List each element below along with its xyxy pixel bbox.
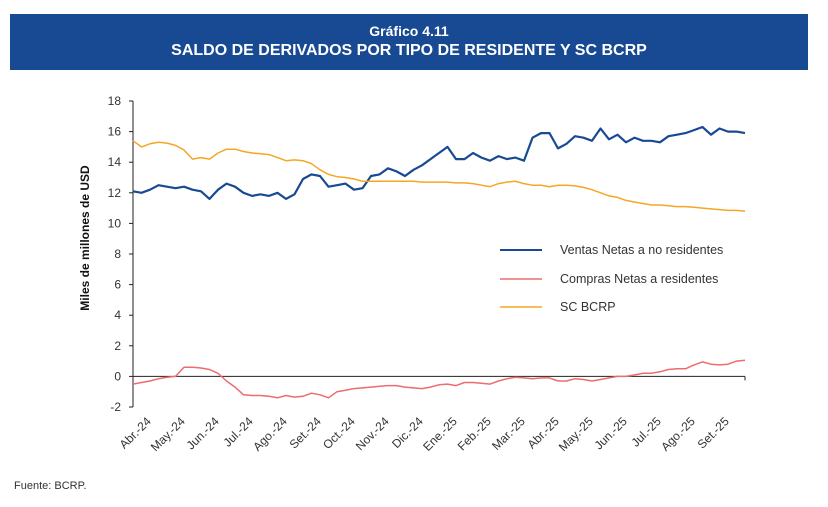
series-line-3 <box>132 140 746 212</box>
x-tick-label: Mar.-25 <box>489 414 528 453</box>
x-tick-label: Ago.-25 <box>658 414 698 454</box>
y-tick-label: 18 <box>108 94 122 108</box>
y-tick-label: 10 <box>108 216 122 230</box>
x-tick-label: Ago.-24 <box>250 414 290 454</box>
legend-label: Ventas Netas a no residentes <box>560 243 723 257</box>
y-tick-label: 12 <box>108 186 122 200</box>
x-tick-label: May.-24 <box>148 414 188 454</box>
y-tick-label: 6 <box>114 278 121 292</box>
chart-number: Gráfico 4.11 <box>369 23 449 39</box>
x-axis: Abr.-24May.-24Jun.-24Jul.-24Ago.-24Set.-… <box>117 375 746 454</box>
legend-label: SC BCRP <box>560 300 616 314</box>
x-tick-label: Jun.-24 <box>184 414 222 452</box>
chart-header: Gráfico 4.11 SALDO DE DERIVADOS POR TIPO… <box>10 14 808 70</box>
y-axis-label: Miles de millones de USD <box>78 165 92 311</box>
x-tick-label: Jun.-25 <box>592 414 630 452</box>
series-lines <box>132 125 746 399</box>
x-tick-label: Ene.-25 <box>420 414 460 454</box>
legend-label: Compras Netas a residentes <box>560 272 718 286</box>
y-tick-label: 14 <box>108 155 122 169</box>
source-note: Fuente: BCRP. <box>14 480 87 492</box>
y-tick-label: 8 <box>114 247 121 261</box>
x-tick-label: Set.-24 <box>287 414 324 451</box>
x-tick-label: Set.-25 <box>695 414 732 451</box>
chart-title: SALDO DE DERIVADOS POR TIPO DE RESIDENTE… <box>171 42 647 59</box>
x-tick-label: Nov.-24 <box>353 414 392 453</box>
y-axis: -2 0 2 4 6 8 10 12 14 16 18 <box>108 94 134 414</box>
x-tick-label: Feb.-25 <box>455 414 494 453</box>
x-tick-label: May.-25 <box>556 414 596 454</box>
y-tick-label: 2 <box>114 339 121 353</box>
series-line-2 <box>132 359 746 399</box>
y-tick-label: 16 <box>108 125 122 139</box>
series-line-1 <box>132 125 746 200</box>
y-tick-label: 0 <box>114 369 121 383</box>
y-tick-label: -2 <box>110 400 121 414</box>
legend: Ventas Netas a no residentes Compras Neta… <box>500 243 723 314</box>
y-tick-label: 4 <box>114 308 121 322</box>
x-tick-label: Oct.-24 <box>320 414 358 452</box>
